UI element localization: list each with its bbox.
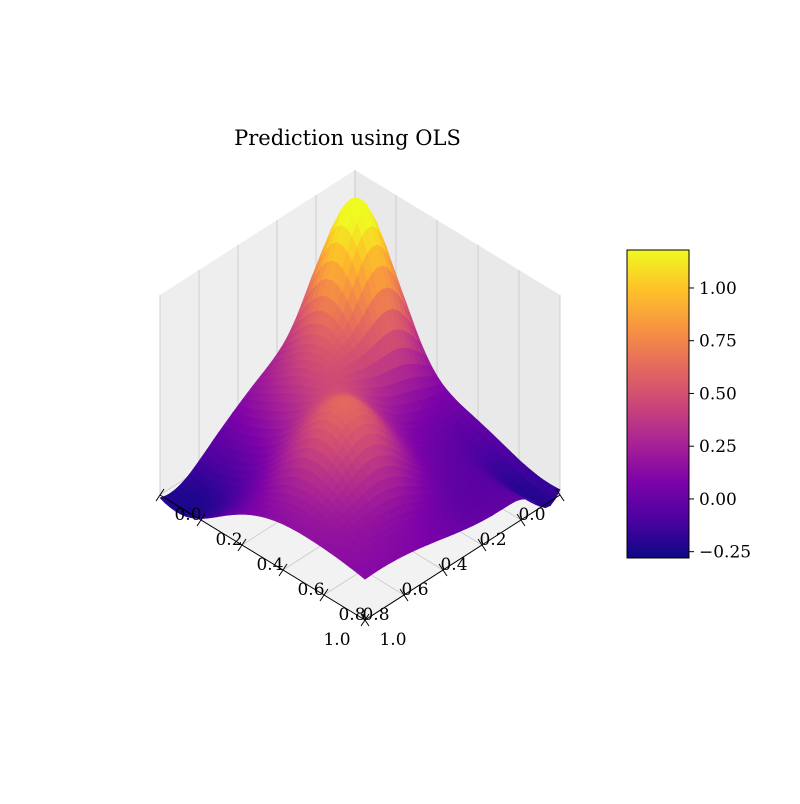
y-tick: [155, 488, 165, 502]
colorbar-gradient: [626, 249, 690, 559]
y-tick-label: 0.8: [338, 605, 365, 625]
colorbar-tick-label: 0.50: [699, 384, 737, 404]
y-tick-label: 0.4: [256, 555, 283, 575]
x-tick: [555, 488, 565, 502]
y-axis-line: [159, 494, 366, 621]
x-tick: [399, 588, 409, 602]
surface-patch: [359, 571, 371, 580]
y-tick: [319, 588, 329, 602]
y-tick-label: 0.6: [297, 580, 324, 600]
y-tick: [360, 613, 370, 627]
y-tick: [237, 538, 247, 552]
colorbar-tick-label: 1.00: [699, 279, 737, 299]
prediction-surface: [159, 197, 561, 580]
x-axis-line: [364, 494, 561, 621]
y-tick-label: 1.0: [379, 630, 406, 650]
colorbar-tick-label: 0.00: [699, 490, 737, 510]
back-pane-right: [355, 170, 560, 495]
colorbar-tick-label: −0.25: [699, 543, 751, 563]
x-axis: 0.0 0.2 0.4 0.6 0.8 1.0: [323, 488, 565, 650]
y-axis: 0.0 0.2 0.4 0.6 0.8 1.0: [155, 488, 407, 650]
colorbar-tick-label: 0.25: [699, 437, 737, 457]
x-tick-label: 0.0: [518, 505, 545, 525]
chart-title: Prediction using OLS: [234, 126, 461, 150]
x-tick: [516, 513, 526, 527]
y-tick: [278, 563, 288, 577]
x-tick: [438, 563, 448, 577]
colorbar: 1.00 0.75 0.50 0.25 0.00 −0.25: [626, 249, 751, 563]
back-pane-left: [160, 170, 355, 495]
x-tick-label: 0.6: [401, 580, 428, 600]
x-tick-label: 0.4: [440, 555, 467, 575]
y-tick-label: 0.0: [174, 505, 201, 525]
y-tick-label: 0.2: [215, 530, 242, 550]
x-tick-label: 0.2: [479, 530, 506, 550]
y-tick: [196, 513, 206, 527]
x-tick-label: 1.0: [323, 630, 350, 650]
x-tick: [477, 538, 487, 552]
x-tick-label: 0.8: [362, 605, 389, 625]
colorbar-tick-label: 0.75: [699, 332, 737, 352]
